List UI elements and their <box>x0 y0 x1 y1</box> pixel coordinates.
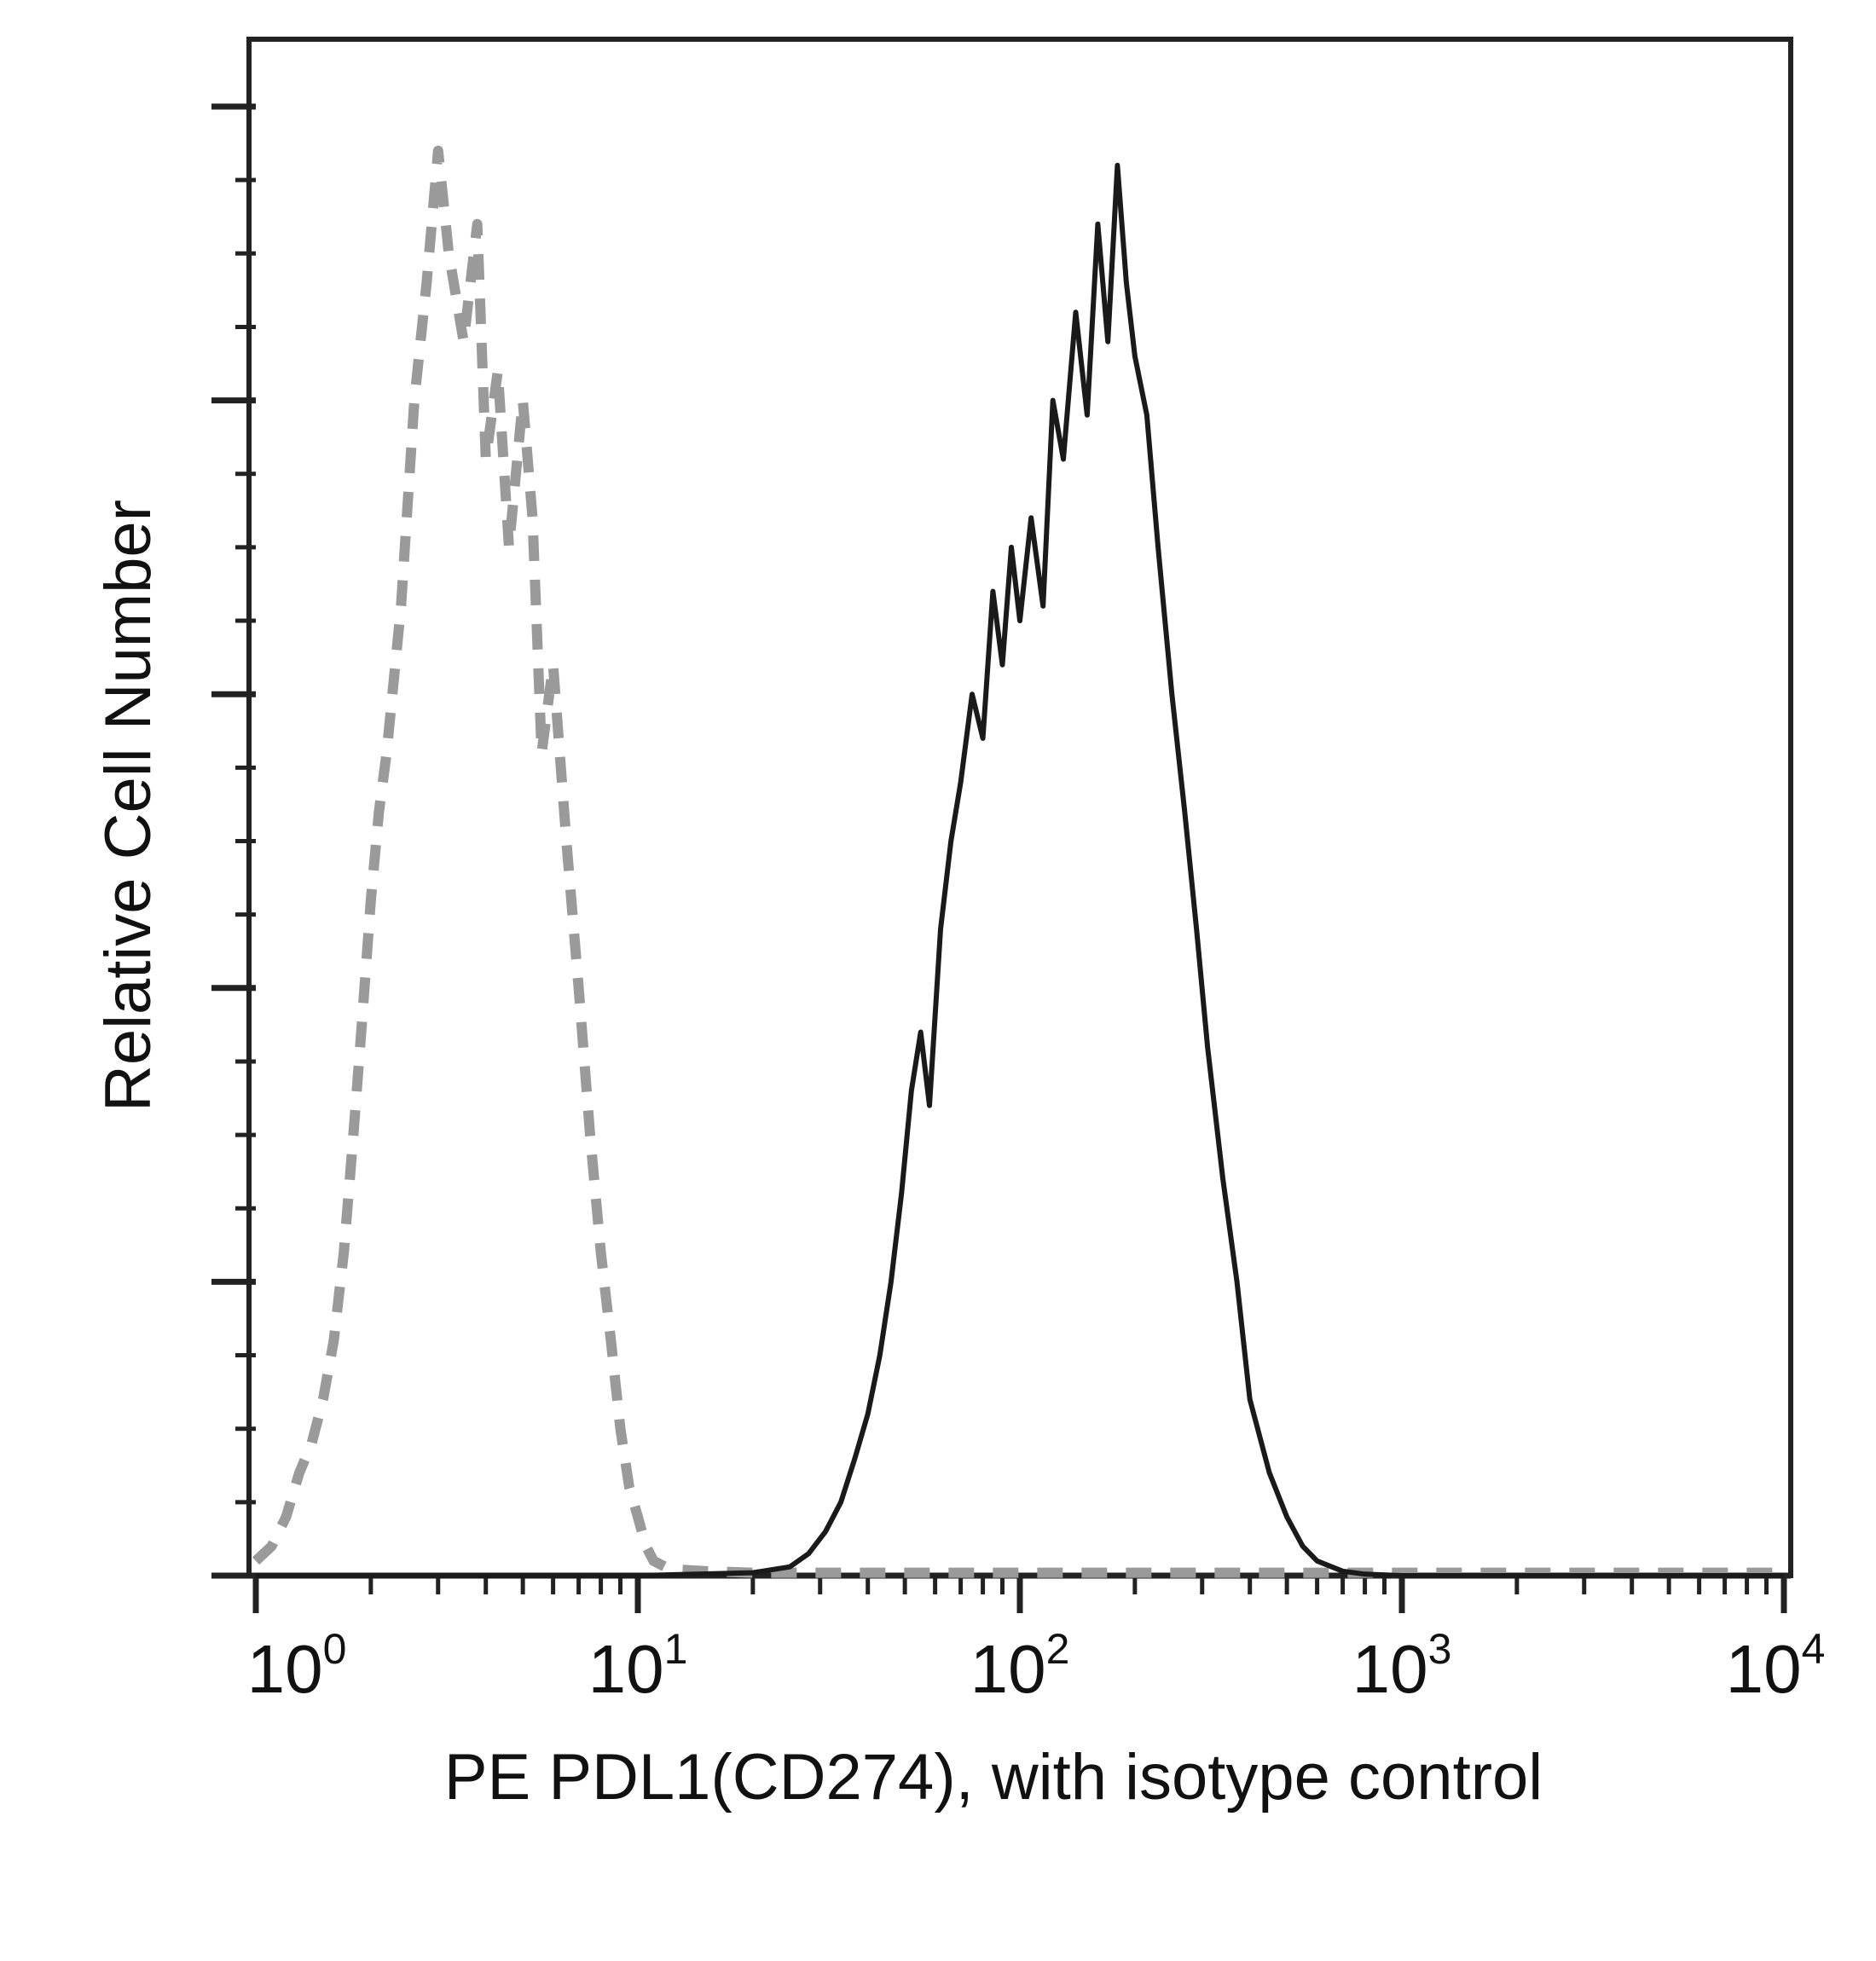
x-axis-tick-labels: 100 101 102 103 104 <box>247 1625 1826 1707</box>
isotype-control-histogram <box>252 145 1784 1578</box>
y-axis-label: Relative Cell Number <box>92 500 165 1112</box>
x-tick-label: 103 <box>1352 1625 1452 1707</box>
series-layer <box>252 145 1784 1578</box>
x-tick-label: 100 <box>247 1625 347 1707</box>
y-axis-ticks <box>211 103 256 1579</box>
x-tick-label: 102 <box>970 1625 1070 1707</box>
x-tick-label: 101 <box>588 1625 688 1707</box>
x-axis-label: PE PDL1(CD274), with isotype control <box>444 1741 1543 1813</box>
pdl1-histogram <box>256 162 1784 1578</box>
x-tick-label: 104 <box>1726 1625 1826 1707</box>
x-axis-ticks <box>249 1572 1791 1613</box>
